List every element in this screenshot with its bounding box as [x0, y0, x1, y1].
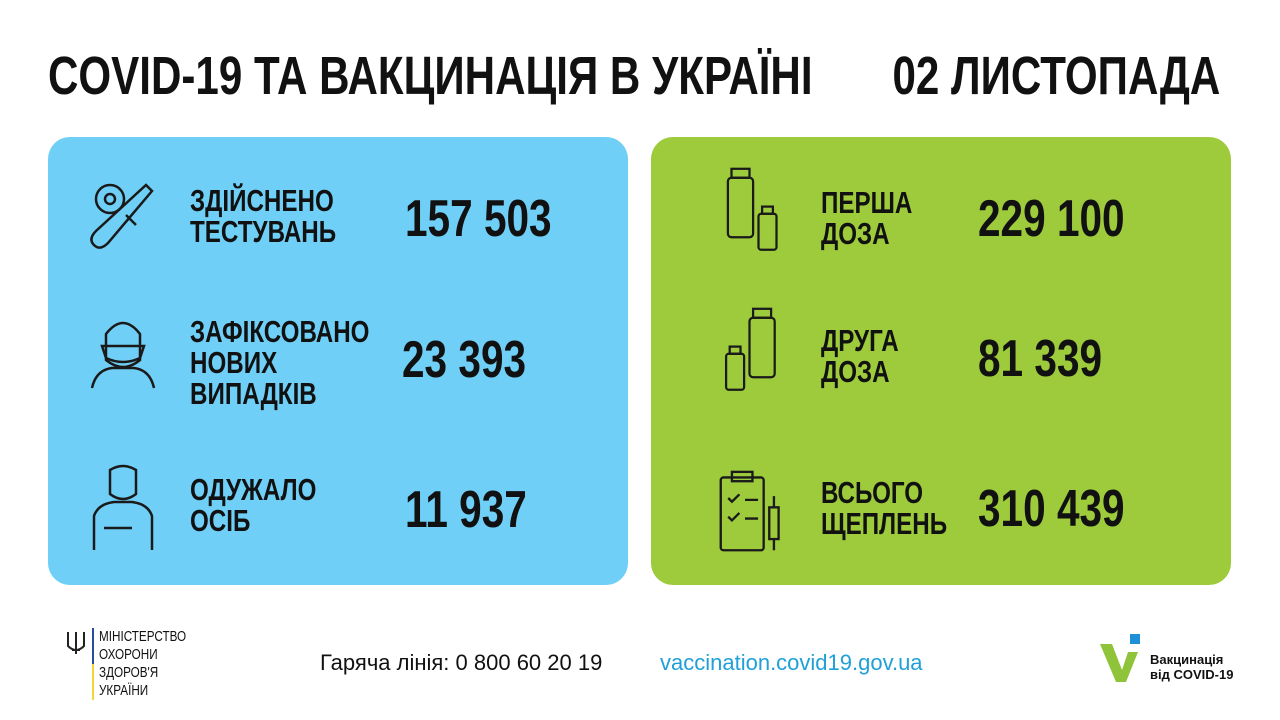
test-tube-virus-icon — [90, 183, 154, 249]
new-cases-value: 23 393 — [402, 331, 527, 389]
trident-icon — [67, 632, 85, 654]
clipboard-syringe-icon — [719, 470, 780, 552]
report-date: 02 ЛИСТОПАДА — [892, 46, 1220, 106]
vaccine-vials-icon — [726, 167, 778, 251]
v-logo-icon — [1100, 634, 1140, 682]
vaccination-campaign-logo: Вакцинація від COVID-19 — [1098, 632, 1233, 689]
total-vaccinations-value: 310 439 — [978, 480, 1125, 538]
second-dose-value: 81 339 — [978, 330, 1103, 388]
testing-panel: ЗДІЙСНЕНО ТЕСТУВАНЬ 157 503 ЗАФІКСОВАНО НО… — [48, 137, 628, 585]
hotline-text: Гаряча лінія: 0 800 60 20 19 — [320, 650, 603, 675]
page-title: COVID-19 ТА ВАКЦИНАЦІЯ В УКРАЇНІ — [48, 46, 813, 106]
recovered-value: 11 937 — [405, 481, 527, 539]
vaccination-panel: ПЕРША ДОЗА 229 100 ДРУГА ДОЗА 81 339 ВСЬОГ… — [651, 137, 1231, 585]
first-dose-value: 229 100 — [978, 190, 1125, 248]
masked-person-icon — [90, 321, 156, 389]
tests-value: 157 503 — [405, 190, 552, 248]
website-link[interactable]: vaccination.covid19.gov.ua — [660, 650, 923, 675]
recovered-person-icon — [92, 464, 154, 550]
vaccine-vials-icon — [724, 307, 776, 391]
